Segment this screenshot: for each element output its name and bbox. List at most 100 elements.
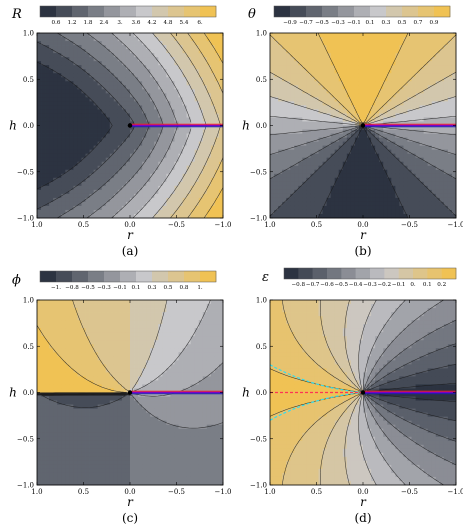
colorbar-tick-label: 0.6 — [52, 20, 61, 26]
contour-plot — [269, 299, 457, 486]
colorbar-tick-label: 3. — [117, 20, 123, 26]
panel-caption: (b) — [354, 244, 371, 258]
colorbar: −1. −0.8 −0.5 −0.3 −0.1 0.1 0.3 0.5 0.8 1. — [39, 270, 217, 291]
colorbar-symbol: ϕ — [12, 273, 21, 288]
colorbar-swatch — [386, 6, 403, 17]
colorbar-tick-label: −0.1 — [392, 282, 406, 288]
panel-caption: (d) — [354, 511, 371, 525]
x-tick-label: 0.5 — [78, 221, 89, 229]
x-axis-label: r — [127, 228, 134, 242]
contour-line-7 — [344, 299, 363, 486]
colorbar-tick-label: 0.3 — [382, 20, 391, 26]
colorbar-tick-label: 4.8 — [164, 20, 173, 26]
colorbar-tick-label: 0.8 — [180, 285, 189, 291]
colorbar-tick-label: 0. — [410, 282, 416, 288]
colorbar-swatch — [290, 6, 307, 17]
x-tick-label: 0.0 — [124, 488, 135, 496]
colorbar-tick-label: 0.3 — [148, 285, 157, 291]
y-axis-label: h — [242, 119, 250, 133]
y-tick-label: 0.5 — [256, 76, 267, 84]
x-tick-label: −1.0 — [448, 488, 463, 496]
y-tick-label: 0.5 — [256, 343, 267, 351]
contour-line-6 — [152, 32, 207, 219]
contour-line-7 — [37, 392, 132, 394]
x-tick-label: −0.5 — [168, 221, 185, 229]
panel-caption: (a) — [122, 244, 139, 258]
x-tick-label: 0.5 — [311, 221, 322, 229]
y-tick-label: −1.0 — [250, 482, 267, 490]
contour-plot — [36, 299, 224, 486]
colorbar-tick-label: −0.5 — [315, 20, 329, 26]
colorbar-swatch — [370, 268, 385, 279]
x-tick-label: −1.0 — [215, 488, 232, 496]
x-axis-label: r — [127, 495, 134, 509]
colorbar-tick-label: 0.5 — [398, 20, 407, 26]
colorbar-tick-label: −0.5 — [335, 282, 349, 288]
colorbar-swatch — [72, 271, 89, 282]
colorbar-swatch — [370, 6, 387, 17]
x-tick-label: 0.0 — [124, 221, 135, 229]
colorbar-swatch — [298, 268, 313, 279]
y-tick-label: 1.0 — [256, 297, 267, 305]
colorbar-swatch — [284, 268, 299, 279]
contour-line-8 — [37, 299, 131, 394]
y-tick-label: −0.5 — [250, 435, 267, 443]
colorbar-swatch — [355, 268, 371, 279]
y-tick-label: −0.5 — [17, 168, 34, 176]
colorbar-tick-label: 0.1 — [132, 285, 141, 291]
y-tick-label: −1.0 — [17, 215, 34, 223]
colorbar-swatch — [427, 268, 442, 279]
colorbar-tick-label: 0.1 — [366, 20, 375, 26]
colorbar-swatch — [56, 6, 73, 17]
contour-plot — [36, 32, 224, 219]
colorbar-tick-label: 3.6 — [132, 20, 141, 26]
panel-1: 1.0 0.5 0.0 −0.5 −1.01.00.50.0−0.5−1.0rh(a)0… — [9, 5, 232, 258]
colorbar-tick-label: −0.8 — [65, 285, 79, 291]
colorbar-tick-label: 0.9 — [430, 20, 439, 26]
x-tick-label: −1.0 — [215, 221, 232, 229]
colorbar-swatch — [152, 271, 169, 282]
panel-4: 1.0 0.5 0.0 −0.5 −1.01.00.50.0−0.5−1.0rh(d)−… — [242, 267, 463, 525]
colorbar: −0.9 −0.7 −0.5 −0.3 −0.1 0.1 0.3 0.5 0.7 0.9 — [273, 5, 451, 26]
x-tick-label: −0.5 — [168, 488, 185, 496]
colorbar-swatch — [184, 6, 201, 17]
x-tick-label: 1.0 — [264, 488, 275, 496]
colorbar-swatch — [413, 268, 428, 279]
colorbar-symbol: R — [11, 7, 22, 22]
colorbar-symbol: ε — [262, 270, 269, 285]
focus-point — [127, 123, 133, 128]
colorbar-swatch — [327, 268, 342, 279]
colorbar-tick-label: 1.2 — [68, 20, 77, 26]
colorbar-tick-label: −0.3 — [97, 285, 111, 291]
x-tick-label: 1.0 — [31, 221, 42, 229]
colorbar-swatch — [104, 271, 121, 282]
x-tick-label: −1.0 — [448, 221, 463, 229]
y-axis-label: h — [242, 386, 250, 400]
colorbar-swatch — [88, 6, 105, 17]
colorbar-swatch — [152, 6, 169, 17]
dashed-curve-upper — [269, 364, 364, 394]
colorbar-tick-label: −0.7 — [306, 282, 320, 288]
contour-line-8 — [187, 32, 224, 219]
colorbar: 0.6 1.2 1.8 2.4 3. 3.6 4.2 4.8 5.4 6. — [39, 5, 217, 26]
y-tick-label: 1.0 — [23, 297, 34, 305]
colorbar-swatch — [56, 271, 73, 282]
colorbar-tick-label: −0.8 — [292, 282, 306, 288]
colorbar-swatch — [168, 271, 185, 282]
contour-line-4 — [363, 299, 444, 486]
colorbar-swatch — [418, 6, 435, 17]
colorbar-tick-label: −0.2 — [378, 282, 392, 288]
y-tick-label: −0.5 — [250, 168, 267, 176]
contour-line-6 — [358, 299, 377, 486]
colorbar-tick-label: 1. — [197, 285, 203, 291]
contour-line-5 — [37, 299, 211, 395]
contour-line-0 — [36, 61, 113, 190]
y-tick-label: 0.0 — [256, 389, 267, 397]
colorbar-tick-label: −0.1 — [113, 285, 127, 291]
contour-line-3 — [363, 319, 457, 466]
x-axis-label: r — [360, 495, 367, 509]
colorbar: −0.8 −0.7 −0.6 −0.5 −0.4 −0.3 −0.2 −0.1 0. 0.1 0.2 — [283, 267, 457, 288]
contour-line-9 — [36, 325, 127, 394]
contour-line-4 — [111, 32, 178, 219]
colorbar-tick-label: 0.7 — [414, 20, 423, 26]
